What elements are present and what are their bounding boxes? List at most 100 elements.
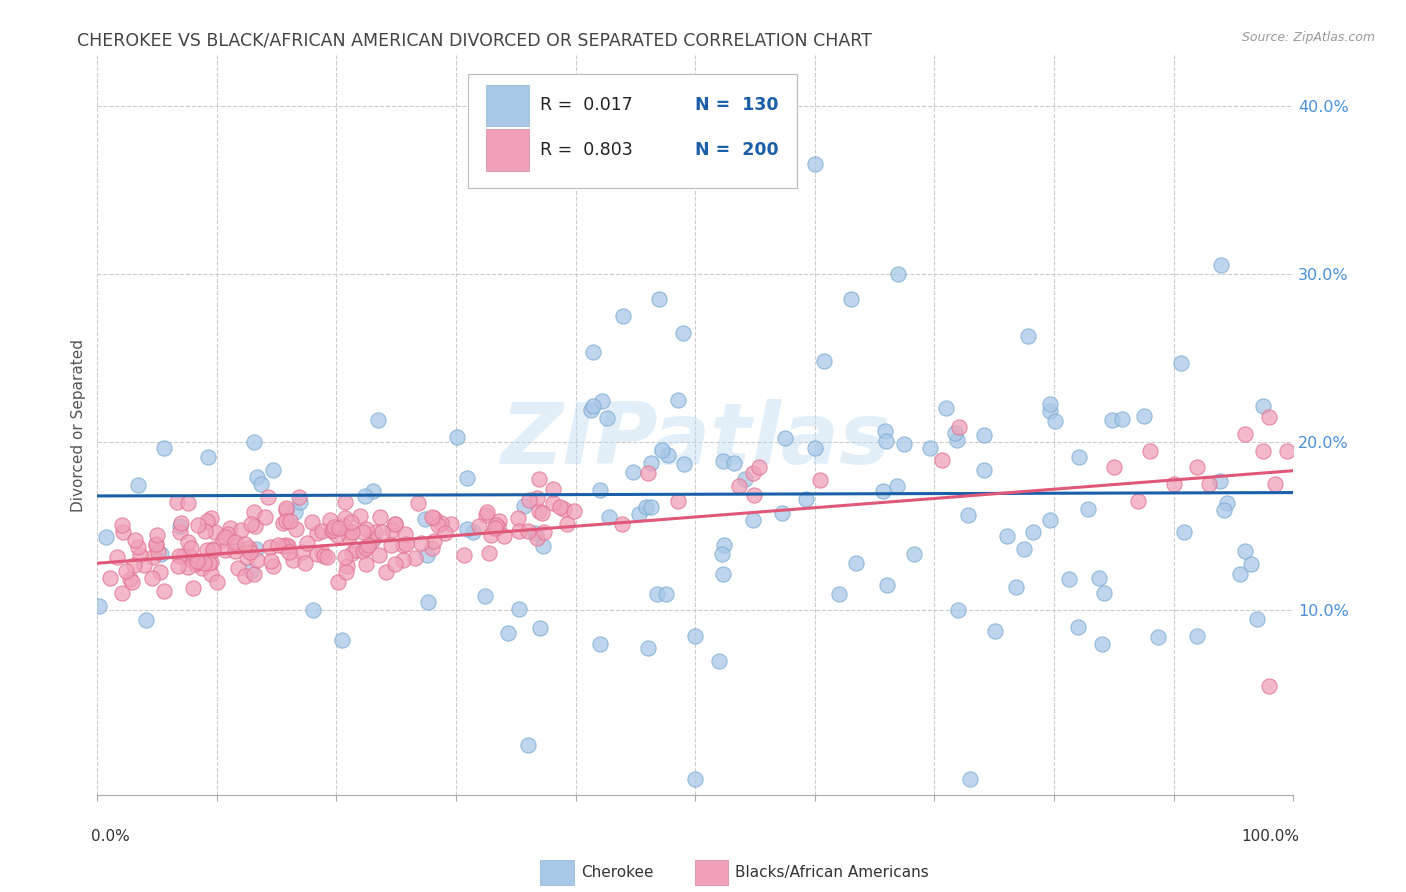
Point: [121, 575, 143, 590]
Point: [253, 510, 276, 524]
Point: [918, 442, 941, 456]
Point: [333, 511, 356, 525]
Point: [531, 540, 554, 554]
Point: [1091, 637, 1114, 651]
Point: [177, 534, 200, 549]
Point: [340, 525, 363, 540]
Point: [340, 515, 363, 529]
Point: [271, 540, 294, 554]
Point: [198, 557, 221, 571]
Point: [267, 538, 290, 552]
Point: [200, 511, 222, 525]
Point: [526, 531, 548, 545]
Point: [1211, 259, 1233, 273]
Point: [1187, 629, 1209, 643]
Point: [713, 538, 735, 552]
Point: [229, 523, 252, 537]
Point: [149, 565, 172, 579]
Point: [217, 526, 239, 541]
Point: [637, 466, 659, 480]
Point: [484, 521, 506, 535]
Point: [529, 621, 551, 635]
Point: [813, 353, 835, 368]
Point: [1039, 513, 1062, 527]
Point: [142, 550, 165, 565]
Point: [707, 654, 730, 668]
Point: [170, 516, 193, 530]
Point: [683, 772, 706, 786]
Point: [657, 448, 679, 462]
Point: [886, 479, 908, 493]
Point: [105, 550, 128, 565]
Point: [516, 738, 538, 752]
FancyBboxPatch shape: [468, 74, 797, 188]
Point: [361, 534, 384, 549]
Point: [354, 541, 377, 556]
Point: [1264, 477, 1286, 491]
Text: Source: ZipAtlas.com: Source: ZipAtlas.com: [1241, 31, 1375, 45]
Point: [598, 509, 620, 524]
Point: [492, 529, 515, 543]
Point: [166, 495, 188, 509]
Point: [352, 544, 374, 558]
Point: [475, 508, 498, 522]
Point: [183, 554, 205, 568]
Point: [233, 568, 256, 582]
Point: [205, 575, 228, 590]
Point: [488, 514, 510, 528]
Point: [284, 505, 307, 519]
Point: [711, 454, 734, 468]
Point: [931, 453, 953, 467]
Point: [973, 463, 995, 477]
FancyBboxPatch shape: [486, 85, 529, 126]
Point: [201, 543, 224, 558]
Point: [260, 554, 283, 568]
Point: [533, 525, 555, 540]
Point: [1012, 542, 1035, 557]
Point: [1043, 415, 1066, 429]
Text: ZIPatlas: ZIPatlas: [501, 399, 890, 482]
Point: [408, 496, 430, 510]
Point: [276, 538, 298, 552]
Point: [893, 437, 915, 451]
Point: [1258, 409, 1281, 424]
Point: [395, 537, 418, 551]
Point: [392, 538, 415, 552]
Point: [596, 411, 619, 425]
Point: [361, 483, 384, 498]
Point: [145, 537, 167, 551]
Point: [145, 538, 167, 552]
Point: [335, 550, 357, 565]
Point: [666, 494, 689, 508]
Point: [1005, 580, 1028, 594]
Point: [496, 626, 519, 640]
Point: [291, 545, 314, 559]
Point: [741, 467, 763, 481]
Point: [333, 517, 356, 532]
Point: [135, 613, 157, 627]
Point: [179, 549, 201, 563]
Point: [943, 425, 966, 440]
Point: [1251, 443, 1274, 458]
Point: [245, 541, 267, 556]
Point: [1187, 460, 1209, 475]
Point: [172, 549, 194, 564]
Point: [238, 541, 260, 555]
Point: [541, 496, 564, 510]
Point: [672, 326, 695, 340]
Point: [277, 545, 299, 559]
Point: [477, 505, 499, 519]
Point: [828, 586, 851, 600]
Point: [612, 309, 634, 323]
Point: [1198, 477, 1220, 491]
Point: [1059, 572, 1081, 586]
Point: [294, 556, 316, 570]
Point: [224, 543, 246, 558]
Point: [734, 472, 756, 486]
Point: [995, 529, 1018, 543]
Point: [314, 549, 336, 564]
Point: [354, 522, 377, 536]
Point: [239, 545, 262, 559]
Point: [1170, 356, 1192, 370]
Point: [122, 558, 145, 573]
